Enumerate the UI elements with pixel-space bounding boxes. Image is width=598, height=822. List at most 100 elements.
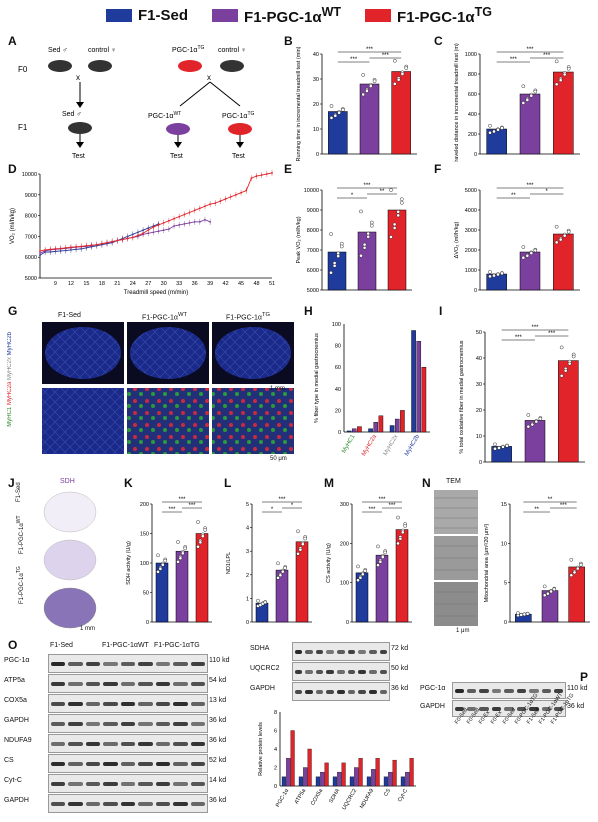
if-image-grid	[42, 322, 294, 454]
blot-left: PGC-1α 110 kd ATP5a 54 kd COX5a 13 kd GAPDH 36 …	[0, 636, 260, 822]
pgc-wt-label: PGC-1α	[148, 113, 173, 120]
blot-band	[190, 661, 206, 666]
bar	[281, 776, 286, 787]
y-tick-label: 5	[246, 502, 249, 508]
data-point	[188, 221, 191, 224]
panel-g: G F1-Sed F1-PGC-1αWT F1-PGC-1αTG MyHC1 M…	[0, 302, 300, 472]
x-tick-label: MyHC2a	[361, 433, 378, 457]
j-row-2: F1-PGC-1α	[19, 523, 25, 554]
data-point	[389, 188, 393, 192]
blot-band	[294, 689, 303, 694]
svg-text:PGC-1αTG: PGC-1αTG	[222, 111, 255, 120]
blot-strip	[48, 694, 208, 713]
blot-band	[190, 681, 206, 686]
f0-label: F0	[18, 65, 28, 74]
blot-band	[173, 661, 188, 666]
sig-label: ***	[548, 331, 556, 337]
blot-band	[173, 781, 188, 786]
bar	[290, 730, 295, 787]
blot-band	[516, 706, 527, 711]
data-point	[403, 524, 407, 528]
blot-row-label: SDHA	[250, 645, 270, 652]
data-point	[147, 229, 150, 232]
panel-h: H 0 20 40 60 80 100 % fiber type in medial gas…	[300, 302, 435, 472]
data-point	[173, 217, 175, 220]
y-axis-label: Traveled distance in incremental treadmi…	[454, 43, 460, 162]
data-point	[571, 354, 576, 359]
bar	[421, 366, 427, 433]
blot-band	[138, 801, 153, 806]
blot-strip	[292, 642, 390, 661]
bar	[373, 422, 379, 433]
bar	[298, 776, 303, 787]
y-tick-label: 10	[313, 127, 319, 133]
data-point	[569, 557, 574, 562]
panel-b: B 0 10 20 30 40 Running time in incremental t…	[280, 32, 430, 162]
bar	[400, 410, 405, 433]
data-point	[332, 264, 337, 268]
data-point	[522, 612, 527, 617]
blot-band	[491, 706, 502, 711]
blot-band	[68, 761, 83, 766]
sig-label: ***	[178, 497, 186, 503]
mouse-icon	[48, 60, 72, 72]
legend-label-tg: F1-PGC-1α	[397, 8, 475, 26]
data-point	[70, 246, 72, 249]
data-point	[488, 130, 492, 135]
y-tick-label: 10	[501, 541, 507, 547]
data-point	[526, 413, 531, 417]
bar	[358, 758, 363, 787]
panel-label-f: F	[434, 162, 442, 176]
sig-label: ***	[368, 507, 376, 513]
blot-band	[103, 701, 118, 706]
data-point	[505, 443, 509, 448]
y-tick-label: 40	[476, 356, 482, 362]
g-title-3: F1-PGC-1α	[226, 314, 262, 322]
data-point	[492, 273, 496, 278]
data-point	[126, 237, 129, 240]
series-line	[39, 223, 159, 256]
blot-band	[68, 661, 83, 666]
data-point	[301, 542, 305, 546]
blot-band	[454, 688, 464, 693]
y-axis-label: % fiber type in medial gastrocnemius	[314, 333, 320, 423]
blot-band	[479, 688, 489, 693]
blot-band	[120, 681, 136, 686]
data-point	[378, 560, 383, 564]
panel-label-e: E	[284, 162, 293, 176]
svg-text:PGC-1αWT: PGC-1αWT	[148, 111, 181, 120]
legend-item-tg: F1-PGC-1αTG	[365, 5, 492, 26]
y-tick-label: 6000	[307, 268, 319, 274]
data-point	[158, 567, 163, 571]
blot-band	[138, 761, 153, 766]
data-point	[193, 209, 196, 212]
mouse-icon	[166, 123, 190, 135]
blot-row-label: PGC-1α	[420, 685, 446, 692]
blot-kd-label: 36 kd	[391, 685, 409, 692]
blot-kd-label: 52 kd	[209, 757, 227, 764]
legend-swatch-wt	[212, 8, 239, 22]
data-point	[558, 78, 563, 83]
bar	[337, 771, 342, 787]
blot-band	[68, 721, 83, 726]
y-tick-label: 100	[140, 561, 149, 567]
blot-band	[504, 688, 514, 693]
x-tick-label: 27	[145, 281, 151, 287]
data-point	[131, 233, 134, 236]
sed-m-label: Sed ♂	[48, 47, 68, 54]
blot-row-label: COX5a	[4, 697, 27, 704]
blot-band	[504, 706, 514, 711]
blot-band	[138, 741, 153, 746]
bar	[286, 758, 291, 787]
g-title-3-sup: TG	[261, 312, 271, 318]
data-point	[90, 244, 93, 247]
x-tick-label: NDUFA9	[359, 788, 375, 810]
blot-band	[103, 741, 118, 746]
data-point	[152, 231, 155, 234]
blot-right: SDHA 72 kd UQCRC2 50 kd GAPDH 36 kd	[250, 636, 420, 706]
sig-label: ***	[526, 47, 534, 53]
blot-band	[190, 721, 206, 726]
blot-strip	[48, 674, 208, 693]
blot-band	[155, 741, 171, 746]
bar	[389, 425, 395, 433]
